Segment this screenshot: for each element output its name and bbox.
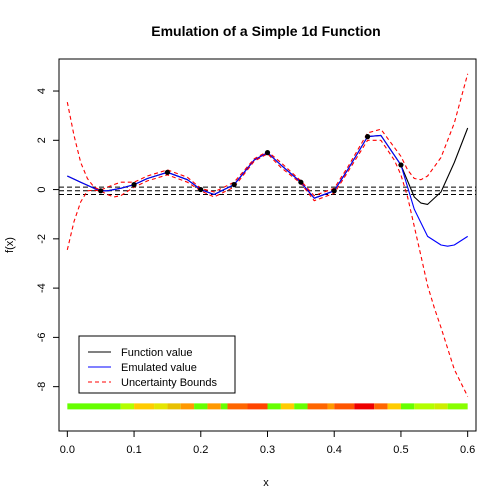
design-point-2	[164, 169, 171, 175]
plot-area	[59, 73, 476, 410]
design-point-5	[264, 150, 271, 156]
y-tick-label-0: -8	[36, 382, 48, 392]
x-tick-label-5: 0.5	[393, 444, 408, 456]
legend: Function value Emulated value Uncertainty …	[78, 335, 236, 394]
series-line-0	[67, 127, 469, 205]
legend-label-2: Uncertainty Bounds	[121, 377, 217, 389]
design-point-6	[298, 179, 304, 185]
y-tick-label-3: -2	[36, 234, 48, 244]
y-axis: -8 -6 -4 -2 0 2 4	[36, 88, 59, 392]
y-tick-label-4: 0	[36, 187, 48, 193]
series-line-2	[66, 73, 469, 197]
design-point-8	[364, 134, 371, 140]
design-point-3	[198, 186, 204, 193]
design-point-9	[398, 162, 404, 168]
x-axis: 0.0 0.1 0.2 0.3 0.4 0.5 0.6	[60, 431, 475, 456]
x-axis-label: x	[263, 477, 269, 489]
y-tick-label-5: 2	[36, 137, 48, 143]
legend-label-1: Emulated value	[121, 362, 197, 374]
design-point-7	[331, 188, 337, 194]
y-tick-label-1: -6	[36, 332, 48, 342]
design-point-4	[231, 182, 237, 188]
x-tick-label-4: 0.4	[327, 444, 342, 456]
y-tick-label-6: 4	[36, 88, 48, 94]
design-point-1	[131, 182, 137, 188]
x-tick-label-3: 0.3	[260, 444, 275, 456]
x-tick-label-0: 0.0	[60, 444, 75, 456]
chart-title: Emulation of a Simple 1d Function	[151, 23, 380, 39]
x-tick-label-6: 0.6	[460, 444, 475, 456]
y-axis-label: f(x)	[4, 237, 16, 253]
legend-label-0: Function value	[121, 347, 193, 359]
x-tick-label-1: 0.1	[126, 444, 141, 456]
legend-box	[78, 335, 236, 394]
x-tick-label-2: 0.2	[193, 444, 208, 456]
design-point-0	[98, 188, 104, 194]
y-tick-label-2: -4	[36, 283, 48, 293]
